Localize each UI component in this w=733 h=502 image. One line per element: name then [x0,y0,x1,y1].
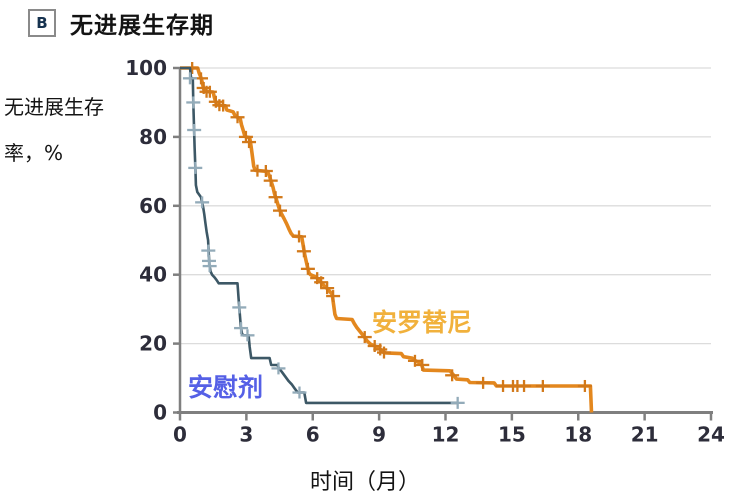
x-tick-label: 9 [372,423,386,447]
y-axis-label-line2: 率，% [4,141,64,165]
x-tick-label: 12 [432,423,460,447]
x-tick-label: 6 [306,423,320,447]
y-tick-label: 0 [153,401,167,425]
panel-label-badge: B [28,9,56,37]
y-axis-label: 无进展生存 率，% [4,84,104,176]
chart-title: 无进展生存期 [70,13,214,39]
x-tick-label: 3 [239,423,253,447]
x-tick-label: 24 [697,423,725,447]
x-tick-label: 0 [173,423,187,447]
x-axis-label: 时间（月） [309,470,420,495]
series-label-placebo: 安慰剂 [188,373,264,402]
y-tick-label: 40 [139,263,167,287]
y-tick-label: 100 [125,56,167,80]
x-tick-label: 15 [498,423,526,447]
y-axis-label-line1: 无进展生存 [4,95,104,119]
y-tick-label: 20 [139,332,167,356]
y-tick-label: 80 [139,125,167,149]
anlotinib-curve [180,66,594,413]
placebo-curve [180,66,458,405]
x-tick-label: 18 [564,423,592,447]
series-label-anlotinib: 安罗替尼 [372,308,473,337]
chart-header: B 无进展生存期 [28,6,214,40]
y-tick-label: 60 [139,194,167,218]
x-tick-label: 21 [631,423,659,447]
